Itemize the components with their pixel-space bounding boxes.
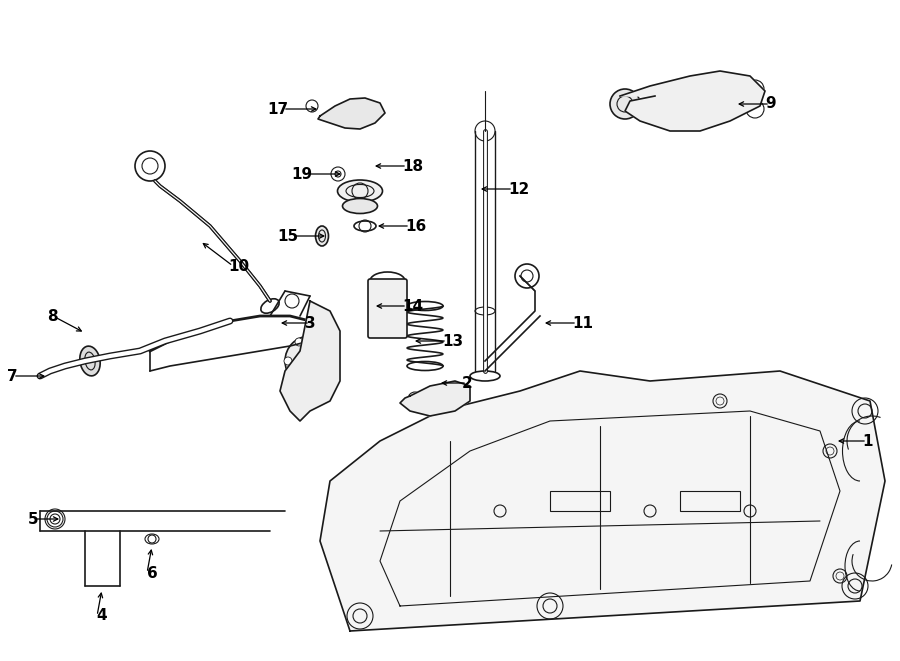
Bar [550, 491, 610, 511]
Circle shape [135, 151, 165, 181]
Polygon shape [620, 71, 765, 131]
Ellipse shape [316, 226, 328, 246]
Text: 10: 10 [228, 258, 249, 274]
Circle shape [295, 338, 303, 346]
Text: 12: 12 [508, 182, 529, 196]
Polygon shape [318, 98, 385, 129]
Polygon shape [320, 371, 885, 631]
Text: 15: 15 [277, 229, 298, 243]
Text: 5: 5 [27, 512, 38, 527]
Text: 7: 7 [7, 368, 18, 383]
Text: 18: 18 [402, 159, 423, 173]
Bar [680, 491, 740, 511]
Text: 2: 2 [462, 375, 472, 391]
Text: 1: 1 [862, 434, 872, 449]
Text: 11: 11 [572, 315, 593, 330]
Text: 9: 9 [765, 97, 776, 112]
Circle shape [285, 336, 335, 386]
Circle shape [317, 376, 325, 384]
Polygon shape [280, 301, 340, 421]
Text: 19: 19 [291, 167, 312, 182]
Text: 8: 8 [48, 309, 58, 323]
Polygon shape [400, 381, 470, 416]
Circle shape [284, 357, 292, 365]
Ellipse shape [343, 198, 377, 214]
Text: 16: 16 [405, 219, 427, 233]
Ellipse shape [261, 299, 279, 313]
FancyBboxPatch shape [368, 279, 407, 338]
Ellipse shape [354, 221, 376, 231]
Circle shape [610, 89, 640, 119]
Circle shape [328, 357, 336, 365]
Text: 4: 4 [96, 609, 107, 623]
Text: 14: 14 [402, 299, 423, 313]
Text: 3: 3 [305, 315, 316, 330]
Ellipse shape [80, 346, 100, 376]
Circle shape [317, 338, 325, 346]
Circle shape [515, 264, 539, 288]
Text: 6: 6 [147, 566, 158, 580]
Ellipse shape [470, 371, 500, 381]
Ellipse shape [338, 180, 382, 202]
Circle shape [295, 376, 303, 384]
Text: 17: 17 [267, 102, 288, 116]
Text: 13: 13 [442, 334, 464, 348]
